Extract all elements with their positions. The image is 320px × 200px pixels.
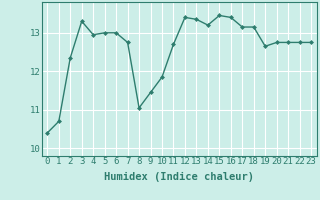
X-axis label: Humidex (Indice chaleur): Humidex (Indice chaleur) (104, 172, 254, 182)
